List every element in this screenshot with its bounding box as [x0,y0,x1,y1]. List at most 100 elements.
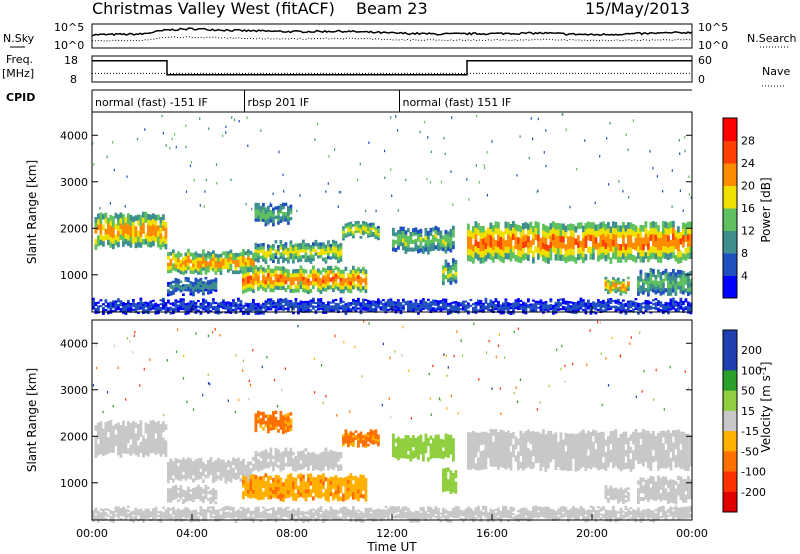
heatmap-cell [627,306,630,309]
heatmap-cell [322,248,325,252]
heatmap-cell [214,309,218,312]
heatmap-cell [649,301,653,304]
heatmap-cell [669,291,673,296]
heatmap-cell [322,305,325,309]
heatmap-cell [469,444,473,452]
heatmap-cell [279,414,283,418]
heatmap-cell [354,269,358,274]
heatmap-cell [294,462,298,466]
heatmap-cell [177,499,180,503]
heatmap-cell [377,304,380,307]
heatmap-cell [342,441,345,444]
heatmap-cell [662,270,665,276]
heatmap-cell [657,249,660,257]
heatmap-cell [554,247,558,255]
heatmap-cell [622,307,625,310]
heatmap-cell [287,451,290,455]
heatmap-cell [259,484,263,489]
heatmap-cell [517,243,520,250]
heatmap-cell [132,426,135,432]
heatmap-cell [287,253,290,258]
heatmap-cell [184,286,188,289]
heatmap-cell [197,290,200,294]
power-colorbar-tick: 28 [741,135,755,148]
heatmap-cell [327,266,330,271]
heatmap-speckle [491,140,493,143]
heatmap-cell [502,430,505,437]
heatmap-cell [294,493,298,498]
heatmap-cell [364,224,368,227]
heatmap-cell [527,229,530,237]
heatmap-cell [667,308,670,311]
heatmap-cell [272,219,275,224]
heatmap-cell [209,489,213,493]
heatmap-cell [569,235,573,243]
heatmap-cell [152,307,155,310]
heatmap-cell [389,304,393,307]
heatmap-cell [147,230,150,236]
heatmap-cell [212,476,215,480]
heatmap-cell [429,447,433,452]
heatmap-cell [619,301,623,304]
heatmap-cell [359,489,363,495]
heatmap-cell [444,249,448,254]
heatmap-cell [412,306,415,309]
heatmap-cell [262,312,265,315]
heatmap-cell [522,305,525,308]
heatmap-cell [437,306,440,309]
heatmap-cell [94,441,98,448]
heatmap-cell [294,252,298,257]
heatmap-cell [422,249,425,254]
heatmap-cell [279,492,283,498]
heatmap-cell [489,305,493,308]
heatmap-cell [262,304,265,307]
heatmap-cell [309,303,313,306]
heatmap-cell [242,249,245,253]
heatmap-cell [239,307,243,310]
heatmap-cell [654,278,658,283]
heatmap-cell [242,289,245,294]
heatmap-cell [149,306,153,309]
heatmap-cell [282,247,285,251]
heatmap-cell [332,284,335,289]
heatmap-cell [572,307,575,310]
heatmap-cell [552,221,555,228]
heatmap-cell [372,435,375,438]
heatmap-cell [324,453,328,458]
heatmap-cell [484,255,488,262]
heatmap-cell [452,305,455,308]
heatmap-cell [387,299,390,302]
heatmap-cell [509,236,513,243]
heatmap-cell [617,250,620,257]
heatmap-cell [357,477,360,482]
heatmap-cell [122,431,125,438]
heatmap-cell [687,283,690,289]
heatmap-cell [357,307,360,310]
heatmap-cell [147,302,150,305]
heatmap-cell [364,285,368,290]
heatmap-cell [347,272,350,278]
heatmap-cell [372,308,375,311]
heatmap-cell [327,249,330,253]
heatmap-cell [289,243,293,247]
heatmap-cell [547,306,550,309]
heatmap-cell [282,285,285,290]
heatmap-cell [264,219,268,224]
heatmap-cell [537,240,540,248]
heatmap-cell [184,266,188,271]
heatmap-cell [639,444,643,452]
heatmap-cell [444,483,448,488]
heatmap-cell [339,269,343,274]
heatmap-cell [614,307,618,310]
heatmap-cell [394,438,398,443]
heatmap-cell [449,232,453,237]
heatmap-speckle [199,204,201,207]
heatmap-cell [162,437,165,444]
heatmap-cell [484,299,488,302]
heatmap-cell [204,270,208,275]
heatmap-cell [367,434,370,438]
heatmap-cell [252,281,255,286]
heatmap-cell [447,483,450,488]
heatmap-cell [539,301,543,304]
heatmap-cell [627,228,630,236]
